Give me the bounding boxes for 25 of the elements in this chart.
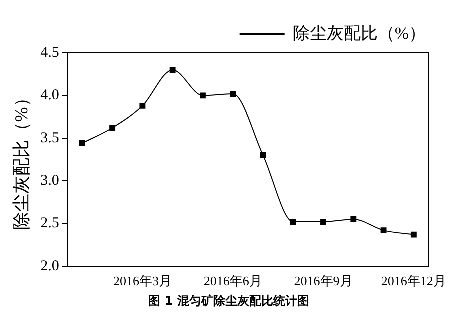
point (350, 216, 357, 222)
caption: 图 1 混匀矿除尘灰配比统计图 (148, 293, 310, 310)
point (230, 91, 236, 97)
point (320, 219, 326, 225)
point (200, 92, 206, 99)
x-tick-label: 2016年9月 (294, 274, 353, 289)
x-tick-label: 2016年6月 (204, 274, 262, 289)
point (260, 152, 266, 158)
y-tick-label: 3.5 (40, 130, 60, 146)
legend-label: 除尘灰配比（%） (292, 24, 426, 43)
point (290, 219, 296, 225)
y-tick-label: 2.0 (40, 258, 60, 274)
x-tick-label: 2016年3月 (113, 274, 172, 289)
point (110, 125, 116, 132)
y-tick-label: 4.0 (40, 88, 60, 104)
y-tick-label: 4.5 (40, 44, 60, 61)
point (140, 102, 146, 109)
point (410, 232, 417, 238)
x-tick-label: 2016年12月 (381, 274, 446, 289)
point (380, 228, 387, 234)
point (170, 67, 176, 74)
y-tick-label: 2.5 (40, 216, 60, 232)
point (79, 140, 86, 146)
y-axis-title: 除尘灰配比（%） (12, 89, 32, 230)
y-tick-label: 3.0 (40, 172, 60, 189)
